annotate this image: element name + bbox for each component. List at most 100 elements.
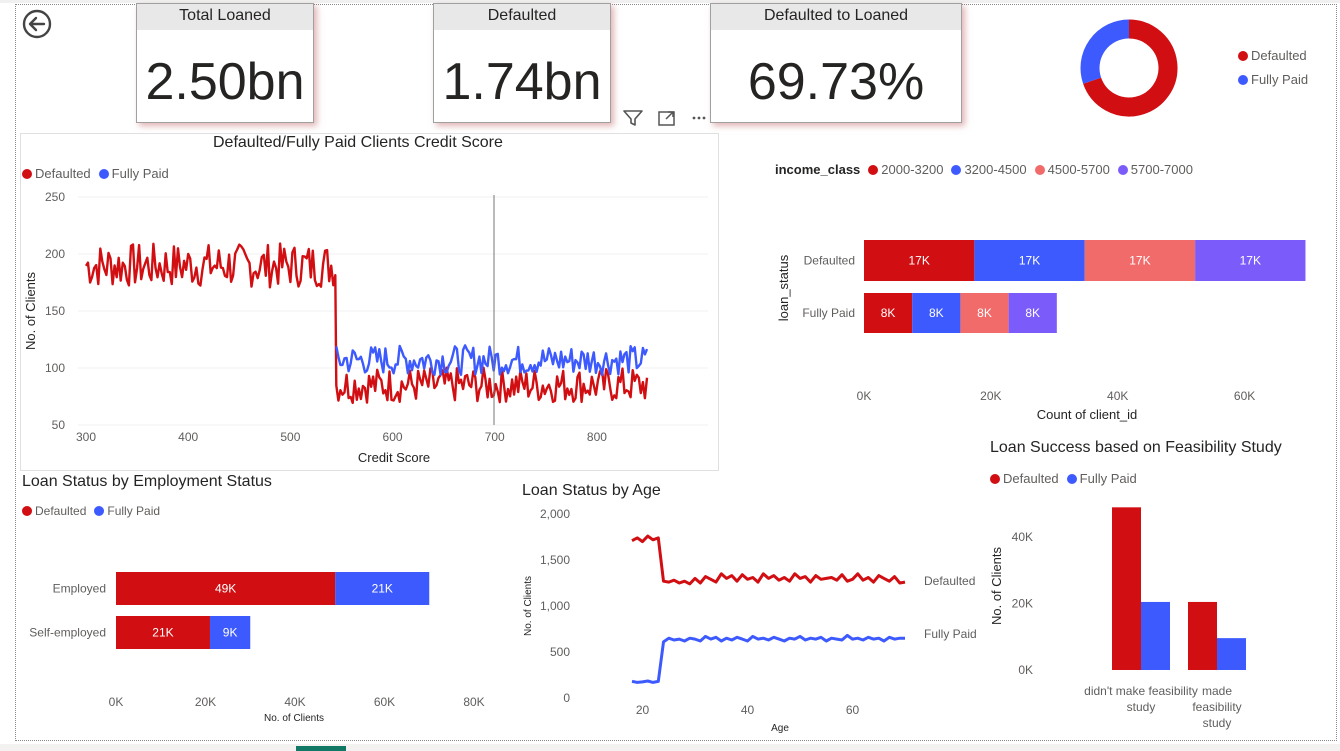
data-label: 8K xyxy=(977,306,992,320)
bar xyxy=(1217,638,1246,670)
x-tick-label: 40K xyxy=(284,695,305,709)
legend-label: Fully Paid xyxy=(107,504,161,518)
y-tick-label: 20K xyxy=(1012,597,1033,611)
legend-label: Fully Paid xyxy=(111,166,169,181)
bar xyxy=(1112,507,1141,670)
income-class-chart[interactable]: Defaulted 17K 17K 17K 17K Fully Paid 8K 8K 8K 8K 0… xyxy=(770,190,1330,430)
legend-label: 4500-5700 xyxy=(1047,162,1110,177)
legend-item-defaulted[interactable]: Defaulted xyxy=(1238,48,1307,63)
x-axis-title: No. of Clients xyxy=(264,713,324,724)
y-tick-label: 50 xyxy=(52,418,66,432)
top-edge xyxy=(0,0,1340,3)
active-page-tab[interactable] xyxy=(296,746,346,751)
series-line xyxy=(631,633,905,684)
category-label: Self-employed xyxy=(29,626,106,640)
legend-dot xyxy=(94,506,105,516)
kpi-value: 1.74bn xyxy=(442,53,602,111)
series-line-fully-paid xyxy=(335,344,649,376)
data-label: 17K xyxy=(1240,254,1261,268)
donut-legend: Defaulted Fully Paid xyxy=(1238,48,1316,87)
feasibility-legend: Defaulted Fully Paid xyxy=(990,471,1145,486)
series-line xyxy=(631,534,906,586)
legend-item-fully-paid[interactable]: Fully Paid xyxy=(98,166,169,181)
x-tick-label: 800 xyxy=(587,430,607,444)
legend-dot xyxy=(1238,50,1248,61)
data-label: 8K xyxy=(1025,306,1040,320)
back-arrow-icon[interactable] xyxy=(22,9,52,39)
age-chart[interactable]: 0 500 1,000 1,500 2,000 20 40 60 Age No. of Clien… xyxy=(518,502,988,736)
bar-segment xyxy=(116,616,210,649)
legend-label: 3200-4500 xyxy=(964,162,1027,177)
focus-mode-icon[interactable] xyxy=(656,108,678,128)
legend-item-fully-paid[interactable]: Fully Paid xyxy=(1066,471,1137,486)
legend-title: income_class xyxy=(775,162,861,177)
category-label: feasibility xyxy=(1192,700,1241,714)
y-tick-label: 1,500 xyxy=(540,553,570,567)
x-tick-label: 400 xyxy=(178,430,198,444)
legend-label: Defaulted xyxy=(1251,48,1307,63)
bar xyxy=(1188,601,1217,670)
donut-slice xyxy=(1083,19,1178,117)
x-axis-title: Age xyxy=(771,723,789,734)
bar-segment xyxy=(974,240,1085,281)
kpi-card-defaulted[interactable]: Defaulted 1.74bn xyxy=(433,3,611,123)
data-label: 49K xyxy=(215,582,236,596)
employment-legend: Defaulted Fully Paid xyxy=(22,504,168,518)
bar-segment xyxy=(960,293,1009,333)
legend-item[interactable]: 3200-4500 xyxy=(951,162,1027,177)
kpi-card-defaulted-to-loaned[interactable]: Defaulted to Loaned 69.73% xyxy=(710,3,962,123)
x-axis-title: Credit Score xyxy=(358,450,430,465)
legend-label: Fully Paid xyxy=(1251,72,1309,87)
y-tick-label: 250 xyxy=(45,190,65,204)
legend-label: Defaulted xyxy=(1003,471,1059,486)
bar-segment xyxy=(1195,240,1306,281)
feasibility-chart[interactable]: 0K 20K 40K No. of Clients didn't make feasib… xyxy=(985,490,1315,735)
y-axis-title: No. of Clients xyxy=(523,576,534,636)
y-tick-label: 0 xyxy=(563,691,570,705)
bar-segment xyxy=(864,240,975,281)
legend-item[interactable]: 5700-7000 xyxy=(1117,162,1193,177)
y-tick-label: 1,000 xyxy=(540,599,570,613)
legend-item-defaulted[interactable]: Defaulted xyxy=(22,504,86,518)
x-tick-label: 80K xyxy=(463,695,484,709)
legend-dot xyxy=(990,473,1000,484)
bar-segment xyxy=(335,572,430,605)
legend-item-fully-paid[interactable]: Fully Paid xyxy=(94,504,160,518)
series-line-defaulted xyxy=(84,242,649,405)
filter-icon[interactable] xyxy=(622,108,644,128)
kpi-value: 69.73% xyxy=(747,53,925,111)
y-axis-title: No. of Clients xyxy=(989,546,1004,625)
series-end-label: Defaulted xyxy=(924,574,975,588)
x-tick-label: 0K xyxy=(109,695,124,709)
kpi-title: Defaulted to Loaned xyxy=(711,4,961,30)
donut-chart[interactable] xyxy=(1070,14,1190,124)
credit-score-chart[interactable]: 50 100 150 200 250 300 400 500 600 700 800 Credit S… xyxy=(20,185,719,470)
x-tick-label: 40K xyxy=(1107,389,1128,403)
series-end-label: Fully Paid xyxy=(924,627,977,641)
x-axis-title: Count of client_id xyxy=(1037,407,1137,422)
x-tick-label: 40 xyxy=(741,703,755,717)
legend-item-defaulted[interactable]: Defaulted xyxy=(22,166,91,181)
bar-segment xyxy=(116,572,336,605)
donut-slice xyxy=(1080,19,1130,84)
legend-item-fully-paid[interactable]: Fully Paid xyxy=(1238,72,1308,87)
category-label: didn't make feasibility xyxy=(1084,684,1198,698)
y-axis-title: loan_status xyxy=(776,254,791,321)
more-options-icon[interactable] xyxy=(690,108,708,128)
chart-title: Loan Status by Age xyxy=(522,482,661,499)
legend-item[interactable]: 4500-5700 xyxy=(1034,162,1110,177)
legend-label: Fully Paid xyxy=(1079,471,1137,486)
chart-title: Defaulted/Fully Paid Clients Credit Scor… xyxy=(213,134,503,151)
x-tick-label: 60K xyxy=(1234,389,1255,403)
data-label: 17K xyxy=(1129,254,1150,268)
kpi-card-total-loaned[interactable]: Total Loaned 2.50bn xyxy=(136,3,314,123)
bar xyxy=(1141,601,1170,670)
y-tick-label: 200 xyxy=(45,247,65,261)
legend-item-defaulted[interactable]: Defaulted xyxy=(990,471,1059,486)
employment-chart[interactable]: Employed 49K 21K Self-employed 21K 9K 0K 20K 40K… xyxy=(20,525,500,730)
legend-dot xyxy=(1066,473,1077,484)
chart-title: Loan Success based on Feasibility Study xyxy=(990,439,1282,456)
report-canvas xyxy=(15,4,1337,741)
legend-item[interactable]: 2000-3200 xyxy=(868,162,943,177)
x-tick-label: 0K xyxy=(857,389,872,403)
